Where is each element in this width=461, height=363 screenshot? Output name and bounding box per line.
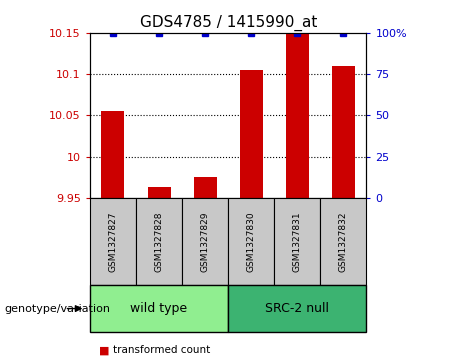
Text: GSM1327832: GSM1327832 [339,211,348,272]
Bar [240,70,263,198]
Text: genotype/variation: genotype/variation [5,303,111,314]
Bar [286,34,309,198]
Bar [101,111,124,198]
Title: GDS4785 / 1415990_at: GDS4785 / 1415990_at [140,15,317,31]
Text: wild type: wild type [130,302,188,315]
Text: GSM1327830: GSM1327830 [247,211,256,272]
Text: GSM1327828: GSM1327828 [154,211,164,272]
Text: GSM1327831: GSM1327831 [293,211,302,272]
Bar [194,177,217,198]
Bar [148,187,171,198]
Text: GSM1327827: GSM1327827 [108,211,118,272]
Text: transformed count: transformed count [113,345,210,355]
Text: SRC-2 null: SRC-2 null [266,302,329,315]
Text: ■: ■ [99,345,110,355]
Text: GSM1327829: GSM1327829 [201,211,210,272]
Bar [332,66,355,198]
